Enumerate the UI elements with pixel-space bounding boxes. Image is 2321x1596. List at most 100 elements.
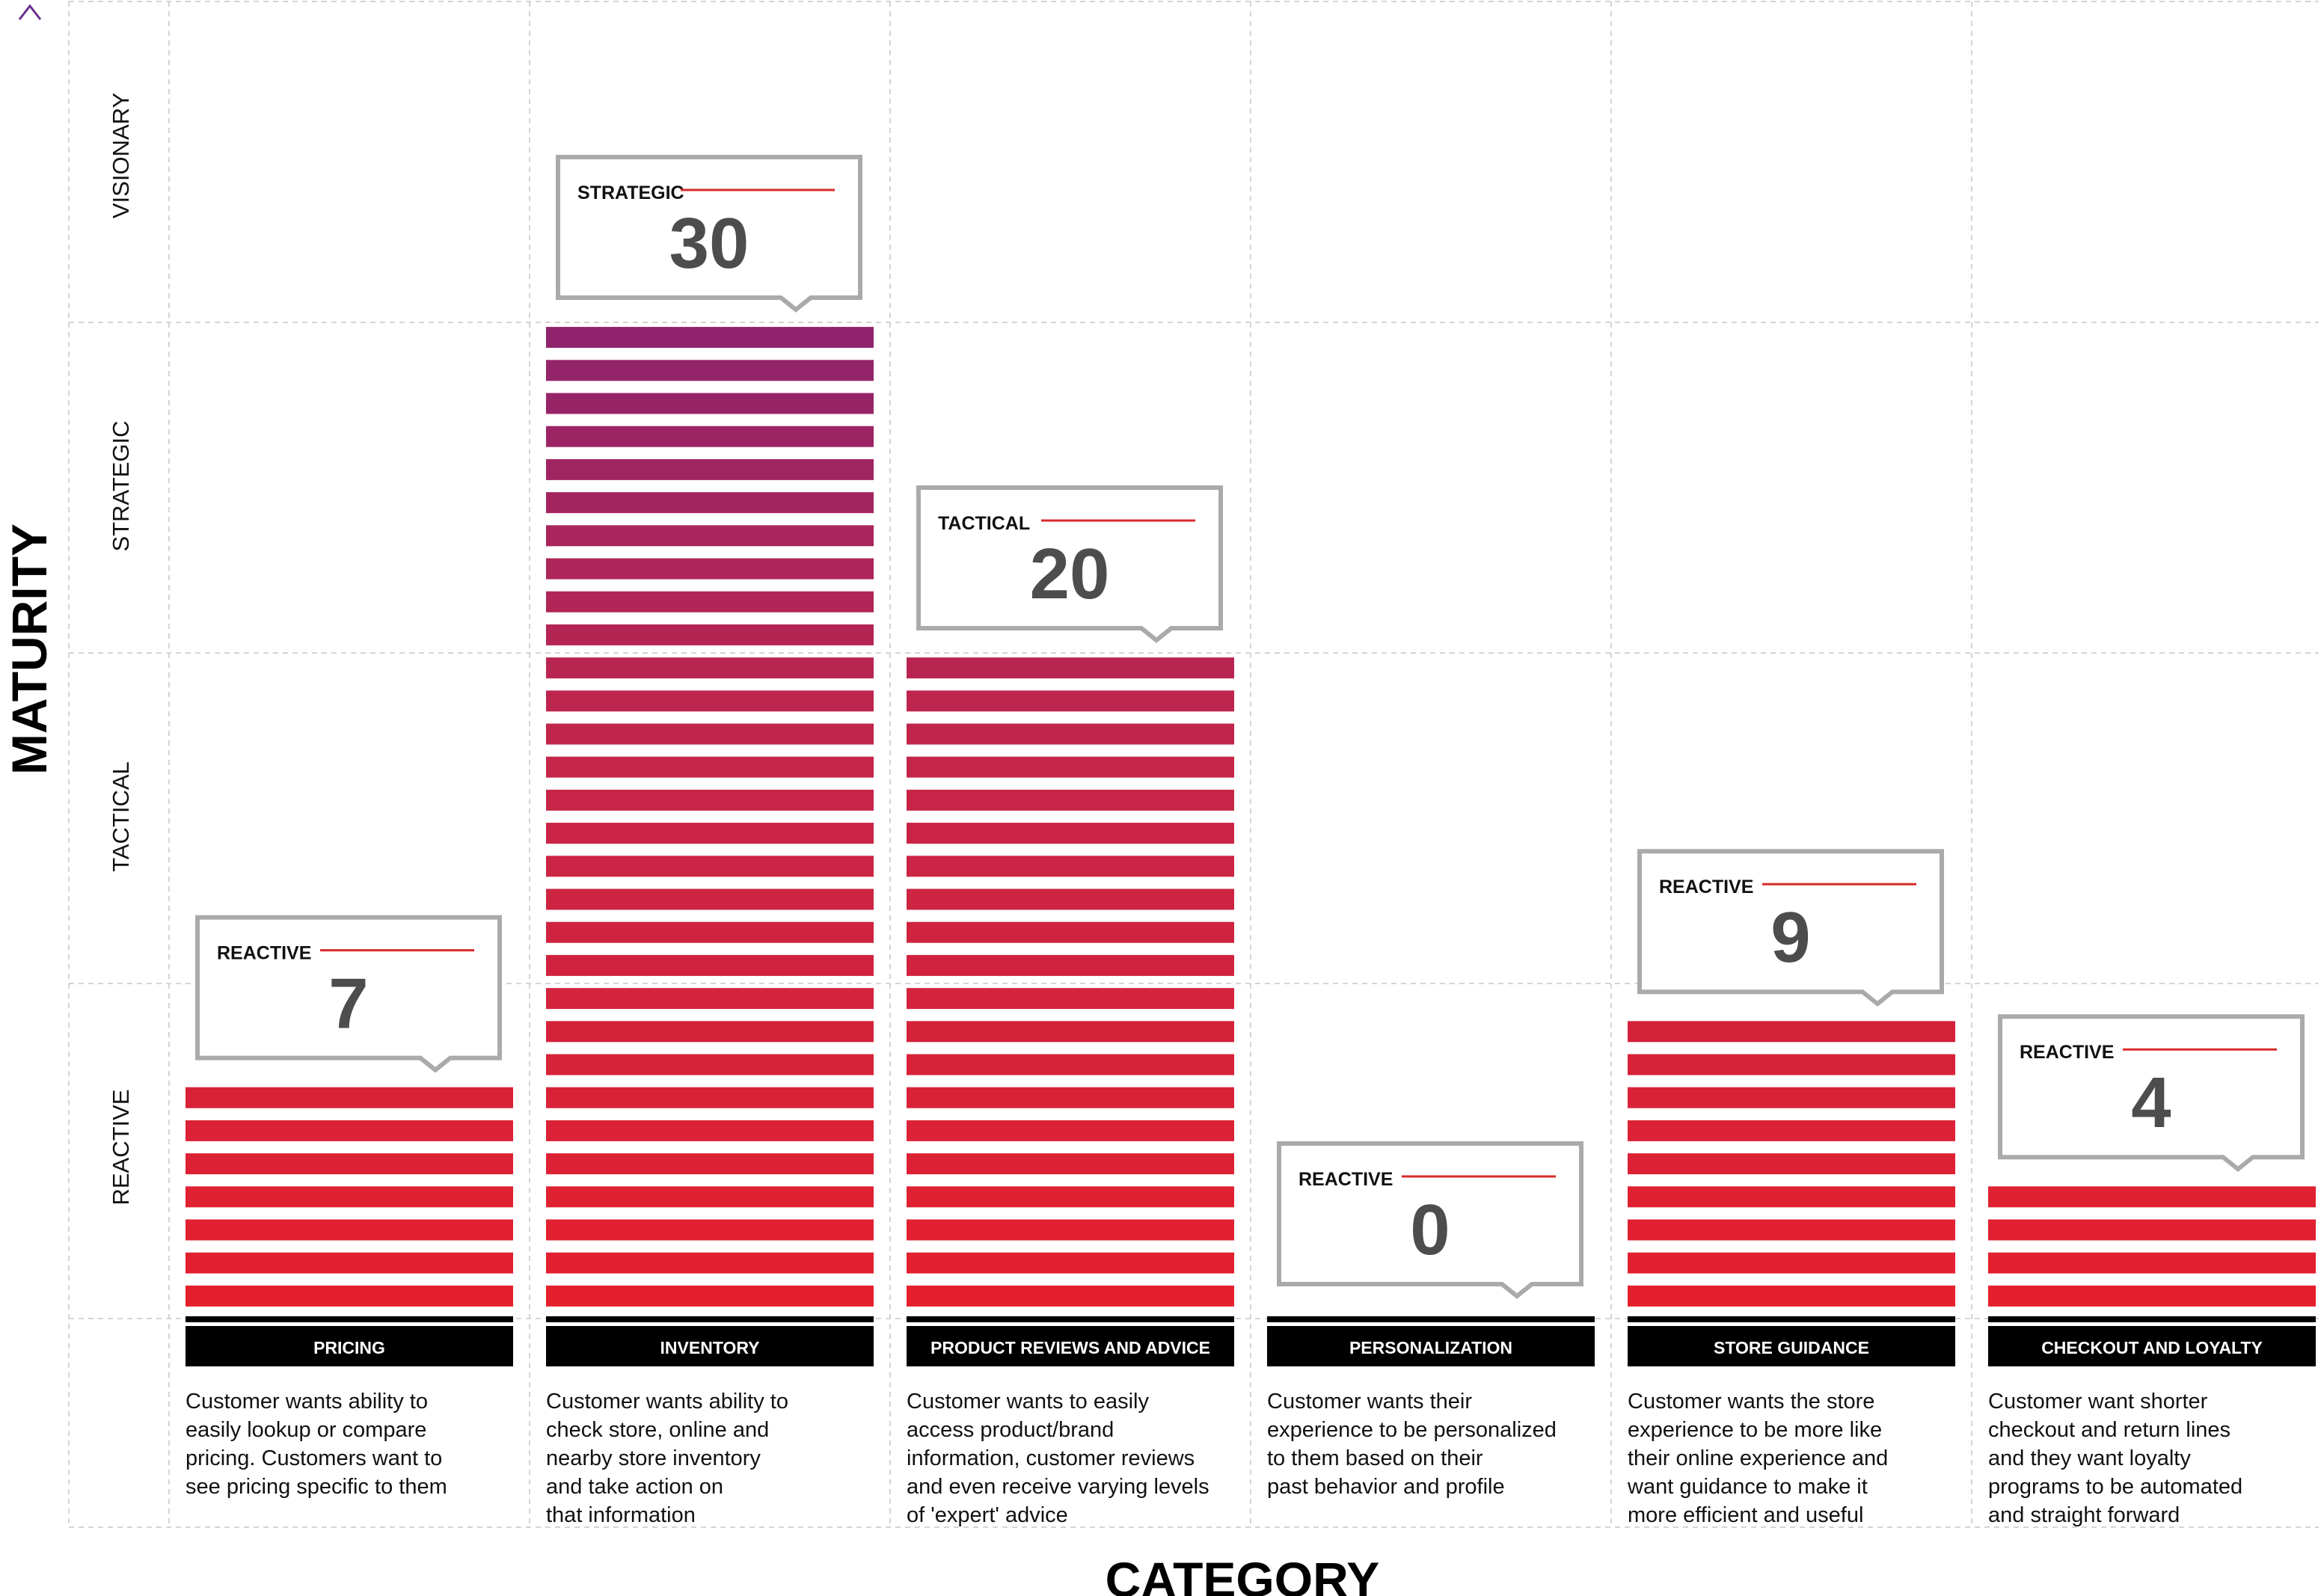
description-line: experience to be personalized bbox=[1267, 1418, 1557, 1442]
description-line: Customer wants to easily bbox=[907, 1390, 1149, 1414]
bar-segment bbox=[186, 1087, 513, 1108]
description-line: and they want loyalty bbox=[1988, 1446, 2191, 1470]
bar-segment bbox=[546, 393, 874, 414]
description-line: their online experience and bbox=[1628, 1446, 1888, 1470]
bar-segment bbox=[907, 988, 1234, 1010]
bar-segment bbox=[546, 624, 874, 645]
category-top-rule bbox=[1628, 1316, 1955, 1322]
bar-segment bbox=[546, 1252, 874, 1274]
bar-segment bbox=[186, 1285, 513, 1307]
bar-segment bbox=[907, 690, 1234, 712]
category-label-text: CHECKOUT AND LOYALTY bbox=[2041, 1338, 2263, 1357]
description-line: programs to be automated bbox=[1988, 1475, 2242, 1499]
bar-segment bbox=[546, 1285, 874, 1307]
maturity-level-label: STRATEGIC bbox=[108, 420, 134, 551]
bar-segment bbox=[546, 1087, 874, 1108]
category-label: STORE GUIDANCE bbox=[1628, 1316, 1955, 1366]
bar-segment bbox=[1628, 1285, 1955, 1307]
callout-level-label: REACTIVE bbox=[2020, 1042, 2114, 1063]
bar-segment bbox=[546, 789, 874, 811]
bar-segment bbox=[907, 1219, 1234, 1241]
bar-segment bbox=[1628, 1186, 1955, 1208]
callout-box bbox=[1637, 849, 1944, 1007]
category-description: Customer wants to easily access product/b… bbox=[907, 1390, 1209, 1527]
bar-segment bbox=[546, 756, 874, 778]
bar-pricing bbox=[186, 1087, 513, 1307]
bar-segment bbox=[907, 789, 1234, 811]
bar-segment bbox=[907, 756, 1234, 778]
category-top-rule bbox=[1988, 1316, 2316, 1322]
callout-value: 4 bbox=[2131, 1063, 2171, 1143]
callout-level-label: REACTIVE bbox=[217, 943, 311, 964]
callout-value: 30 bbox=[669, 203, 749, 283]
bar-segment bbox=[546, 888, 874, 910]
bar-segment bbox=[546, 327, 874, 349]
bars bbox=[186, 327, 2316, 1307]
description-line: Customer wants ability to bbox=[186, 1390, 428, 1414]
description-line: experience to be more like bbox=[1628, 1418, 1882, 1442]
description-line: Customer wants the store bbox=[1628, 1390, 1874, 1414]
bar-segment bbox=[546, 954, 874, 976]
maturity-level-label: TACTICAL bbox=[108, 761, 134, 872]
bar-segment bbox=[546, 492, 874, 514]
y-axis-arrowhead bbox=[18, 4, 42, 20]
description-line: nearby store inventory bbox=[546, 1446, 761, 1470]
value-callout: REACTIVE 4 bbox=[1998, 1014, 2305, 1173]
bar-segment bbox=[1628, 1087, 1955, 1108]
category-label-text: PRICING bbox=[313, 1338, 385, 1357]
bar-segment bbox=[186, 1120, 513, 1141]
description-line: pricing. Customers want to bbox=[186, 1446, 442, 1470]
category-description: Customer want shorter checkout and return… bbox=[1988, 1390, 2242, 1527]
bar-store-guidance bbox=[1628, 1021, 1955, 1307]
bar-segment bbox=[1628, 1021, 1955, 1043]
bar-segment bbox=[546, 525, 874, 547]
bar-segment bbox=[546, 723, 874, 745]
bar-segment bbox=[186, 1252, 513, 1274]
value-callout: REACTIVE 9 bbox=[1637, 849, 1944, 1007]
bar-segment bbox=[186, 1219, 513, 1241]
bar-segment bbox=[546, 657, 874, 679]
description-line: past behavior and profile bbox=[1267, 1475, 1505, 1499]
category-label-text: PERSONALIZATION bbox=[1349, 1338, 1512, 1357]
bar-segment bbox=[907, 657, 1234, 679]
bar-segment bbox=[1628, 1054, 1955, 1075]
y-axis-title: MATURITY bbox=[1, 524, 57, 775]
maturity-level-labels: REACTIVE TACTICAL STRATEGIC VISIONARY bbox=[108, 93, 134, 1206]
description-line: see pricing specific to them bbox=[186, 1475, 447, 1499]
callout-level-label: REACTIVE bbox=[1299, 1169, 1393, 1190]
description-line: check store, online and bbox=[546, 1418, 769, 1442]
description-line: more efficient and useful bbox=[1628, 1503, 1863, 1527]
description-line: Customer want shorter bbox=[1988, 1390, 2208, 1414]
bar-segment bbox=[1988, 1219, 2316, 1241]
bar-segment bbox=[907, 1021, 1234, 1043]
category-label-text: PRODUCT REVIEWS AND ADVICE bbox=[930, 1338, 1210, 1357]
bar-checkout-and-loyalty bbox=[1988, 1186, 2316, 1307]
bar-segment bbox=[907, 1120, 1234, 1141]
category-label: PRICING bbox=[186, 1316, 513, 1366]
bar-segment bbox=[546, 690, 874, 712]
bar-segment bbox=[1988, 1252, 2316, 1274]
category-top-rule bbox=[546, 1316, 874, 1322]
bar-product-reviews-and-advice bbox=[907, 657, 1234, 1307]
category-top-rule bbox=[907, 1316, 1234, 1322]
callout-value: 0 bbox=[1410, 1190, 1450, 1270]
callout-level-label: REACTIVE bbox=[1659, 877, 1753, 897]
bar-segment bbox=[546, 1120, 874, 1141]
bar-segment bbox=[546, 1054, 874, 1075]
bar-segment bbox=[907, 1252, 1234, 1274]
bar-segment bbox=[907, 1054, 1234, 1075]
callout-box bbox=[195, 915, 502, 1073]
category-description: Customer wants the store experience to be… bbox=[1627, 1390, 1888, 1527]
bar-segment bbox=[186, 1186, 513, 1208]
bar-segment bbox=[546, 921, 874, 943]
y-axis: MATURITY bbox=[1, 4, 57, 1313]
bar-segment bbox=[546, 856, 874, 877]
bar-segment bbox=[907, 856, 1234, 877]
description-line: information, customer reviews bbox=[907, 1446, 1195, 1470]
callout-box bbox=[1277, 1141, 1583, 1299]
category-label: PRODUCT REVIEWS AND ADVICE bbox=[907, 1316, 1234, 1366]
description-line: and straight forward bbox=[1988, 1503, 2180, 1527]
description-line: to them based on their bbox=[1267, 1446, 1483, 1470]
